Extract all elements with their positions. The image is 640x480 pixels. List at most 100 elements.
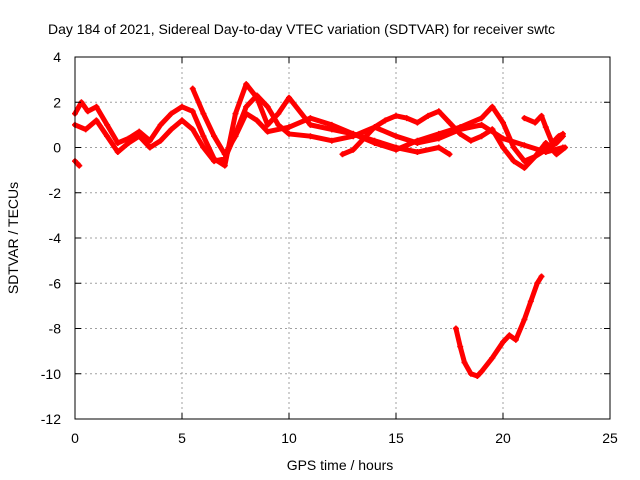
data-point — [211, 133, 218, 140]
data-point — [506, 332, 513, 339]
data-point — [553, 151, 560, 158]
x-tick-label: 10 — [281, 430, 297, 446]
data-point — [339, 151, 346, 158]
data-point — [489, 126, 496, 133]
data-point — [125, 139, 132, 146]
data-point — [307, 133, 314, 140]
data-point — [157, 121, 164, 128]
data-point — [146, 137, 153, 144]
data-point — [243, 103, 250, 110]
data-point — [457, 124, 464, 131]
series-track-4 — [189, 85, 566, 165]
data-point — [232, 133, 239, 140]
data-point — [542, 124, 549, 131]
data-point — [157, 137, 164, 144]
data-point — [414, 119, 421, 126]
data-point — [264, 121, 271, 128]
data-point — [350, 146, 357, 153]
data-point — [307, 115, 314, 122]
data-point — [136, 133, 143, 140]
data-point — [562, 144, 569, 151]
data-point — [457, 130, 464, 137]
data-point — [435, 108, 442, 115]
data-point — [435, 130, 442, 137]
data-point — [286, 130, 292, 137]
series-line — [190, 86, 566, 164]
data-point — [521, 115, 528, 122]
data-point — [253, 92, 260, 99]
y-tick-label: -12 — [41, 411, 61, 427]
data-point — [382, 117, 389, 124]
data-point — [510, 158, 517, 165]
data-point — [286, 94, 292, 101]
data-point — [114, 139, 121, 146]
data-point — [512, 336, 519, 343]
data-point — [555, 133, 562, 140]
ticks: 0 5 10 15 20 25 -12 -10 -8 -6 -4 -2 0 2 4 — [41, 49, 618, 446]
data-point — [114, 149, 121, 156]
data-point — [360, 135, 367, 142]
data-point — [168, 110, 175, 117]
data-point — [393, 133, 399, 140]
y-tick-label: -2 — [49, 185, 62, 201]
x-tick-label: 15 — [388, 430, 404, 446]
data-point — [371, 124, 378, 131]
data-point — [286, 124, 292, 131]
data-point — [232, 110, 239, 117]
data-point — [559, 130, 566, 137]
data-point — [510, 144, 517, 151]
chart-title: Day 184 of 2021, Sidereal Day-to-day VTE… — [48, 21, 555, 37]
data-point — [211, 158, 218, 165]
data-point — [542, 139, 549, 146]
data-point — [200, 133, 207, 140]
data-point — [446, 119, 453, 126]
series-track-1 — [72, 158, 83, 169]
data-point — [84, 108, 91, 115]
y-tick-label: -10 — [41, 366, 61, 382]
data-point — [542, 146, 549, 153]
data-point — [189, 108, 196, 115]
series-line — [489, 126, 568, 171]
x-tick-label: 5 — [178, 430, 186, 446]
series-line — [453, 273, 545, 379]
y-axis-label: SDTVAR / TECUs — [5, 182, 21, 294]
data-point — [179, 103, 185, 110]
series-track-6 — [489, 126, 569, 171]
data-point — [168, 126, 175, 133]
data-point — [467, 137, 474, 144]
y-tick-label: 2 — [53, 94, 61, 110]
data-point — [179, 117, 185, 124]
data-point — [82, 126, 89, 133]
data-point — [243, 110, 250, 117]
data-point — [93, 103, 100, 110]
data-point — [478, 115, 485, 122]
data-point — [243, 81, 250, 88]
data-point — [467, 370, 474, 377]
data-point — [521, 142, 528, 149]
y-tick-label: 0 — [53, 140, 61, 156]
data-point — [189, 85, 196, 92]
x-tick-label: 20 — [495, 430, 511, 446]
series-track-7 — [521, 112, 566, 146]
data-point — [527, 298, 534, 305]
data-point — [534, 280, 541, 287]
data-point — [403, 115, 410, 122]
data-point — [435, 144, 442, 151]
data-point — [500, 135, 506, 142]
series-layer — [72, 81, 569, 380]
data-point — [500, 144, 506, 151]
data-point — [478, 368, 485, 375]
data-point — [538, 112, 545, 119]
x-tick-label: 25 — [602, 430, 618, 446]
data-point — [93, 117, 100, 124]
data-point — [104, 121, 111, 128]
x-axis-label: GPS time / hours — [287, 457, 394, 473]
data-point — [478, 133, 485, 140]
data-point — [474, 373, 481, 380]
data-point — [189, 126, 196, 133]
data-point — [532, 153, 539, 160]
data-point — [538, 273, 545, 280]
data-point — [393, 112, 399, 119]
